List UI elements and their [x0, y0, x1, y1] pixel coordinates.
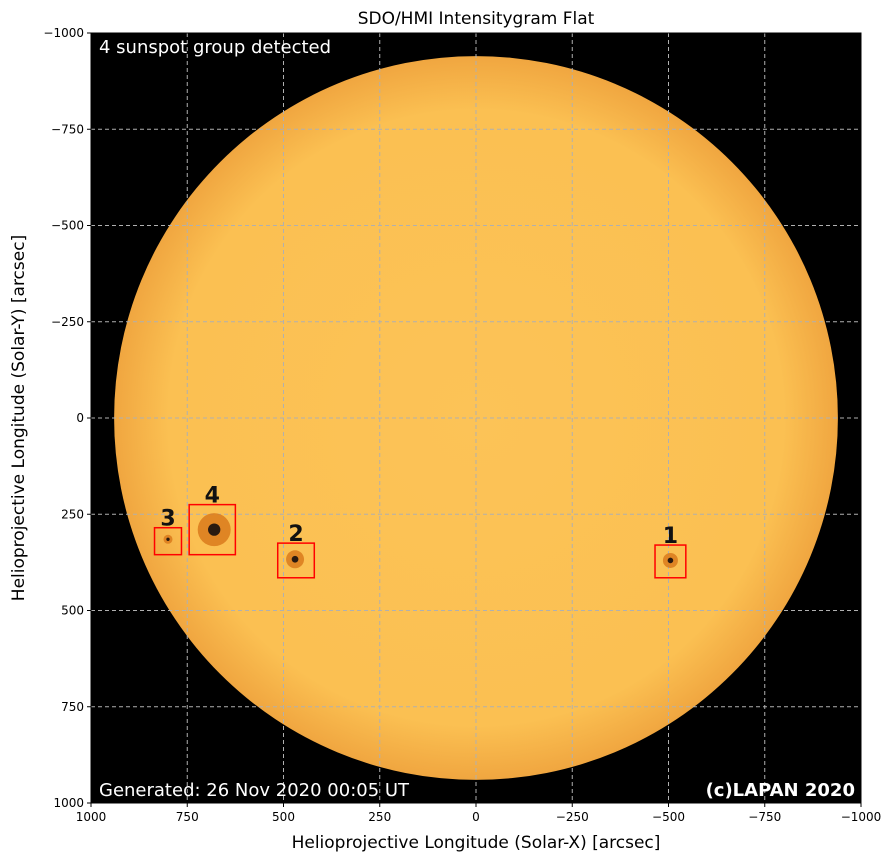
generated-timestamp-text: Generated: 26 Nov 2020 00:05 UT [99, 780, 410, 801]
chart-title: SDO/HMI Intensitygram Flat [358, 9, 595, 29]
x-tick-label-3: 250 [368, 810, 391, 824]
x-tick-label-4: 0 [472, 810, 480, 824]
y-tick-label-3: −250 [51, 315, 84, 329]
x-axis-label: Helioprojective Longitude (Solar-X) [arc… [292, 833, 661, 853]
x-tick-label-0: 1000 [76, 810, 107, 824]
x-tick-label-7: −750 [748, 810, 781, 824]
x-tick-label-2: 500 [272, 810, 295, 824]
y-tick-label-7: 750 [61, 700, 84, 714]
y-tick-label-5: 250 [61, 507, 84, 521]
x-tick-label-6: −500 [652, 810, 685, 824]
detection-count-text: 4 sunspot group detected [99, 37, 331, 58]
y-tick-label-8: 1000 [53, 796, 84, 810]
group-label-3: 3 [160, 507, 175, 532]
group-label-2: 2 [288, 522, 303, 547]
x-tick-label-8: −1000 [841, 810, 882, 824]
sunspot-group-2: 2 [276, 522, 316, 579]
sunspot-umbra-3-0 [166, 537, 170, 541]
x-tick-label-5: −250 [556, 810, 589, 824]
group-label-1: 1 [663, 524, 678, 549]
group-label-4: 4 [205, 484, 220, 509]
y-tick-label-6: 500 [61, 604, 84, 618]
group-box-1 [654, 544, 687, 579]
group-box-3 [153, 526, 183, 556]
sunspot-umbra-4-0 [208, 523, 221, 536]
y-tick-label-4: 0 [76, 411, 84, 425]
y-tick-label-1: −750 [51, 122, 84, 136]
sunspot-umbra-2-0 [291, 555, 299, 563]
sunspot-group-3: 3 [153, 507, 183, 556]
sunspot-group-1: 1 [654, 524, 687, 579]
sunspot-group-4: 4 [188, 484, 237, 556]
sunspot-umbra-1-0 [667, 557, 674, 564]
group-box-4 [188, 503, 237, 556]
y-tick-label-2: −500 [51, 219, 84, 233]
copyright-text: (c)LAPAN 2020 [706, 780, 855, 801]
group-box-2 [276, 542, 316, 579]
y-axis-label: Helioprojective Longitude (Solar-Y) [arc… [9, 235, 29, 601]
x-tick-label-1: 750 [176, 810, 199, 824]
y-tick-label-0: −1000 [43, 26, 84, 40]
